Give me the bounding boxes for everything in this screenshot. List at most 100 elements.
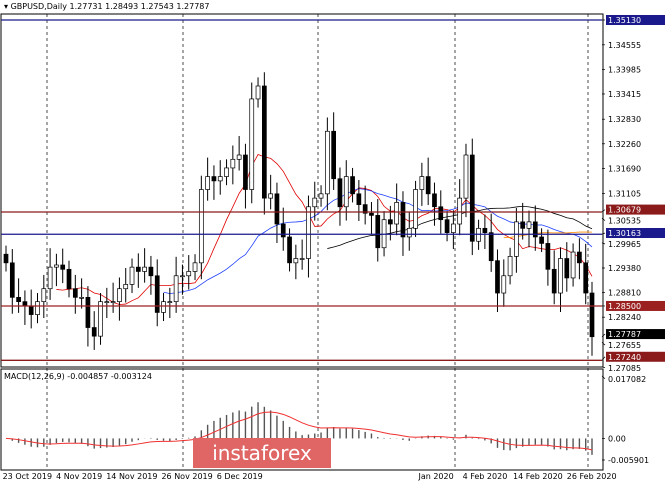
candle-body [577,251,582,264]
macd-label: MACD(12,26,9) -0.004857 -0.003124 [4,372,152,381]
date-label: 4 Feb 2020 [463,472,508,481]
price-tick [601,342,606,346]
candle-body [192,262,198,272]
candle-body [507,256,513,277]
level-price-label: 1.35130 [608,16,641,25]
date-label: 4 Nov 2019 [56,472,102,481]
candle-body [54,264,59,268]
date-label: 23 Oct 2019 [3,472,52,481]
candle-body [142,266,147,272]
candle-body [41,288,47,303]
candle-body [589,292,595,338]
macd-signal-line [5,411,593,451]
candle-body [261,85,267,199]
candle-body [495,260,500,294]
candle-body [444,219,450,233]
price-tick-label: 1.29965 [608,240,641,249]
candle-body [570,251,576,279]
date-label: 26 Feb 2020 [567,472,617,481]
price-tick-label: 1.29380 [608,264,641,273]
level-price-label: 1.28500 [608,302,641,311]
level-price-label: 1.30679 [608,206,641,215]
candle-body [526,221,532,229]
candle-body [249,98,255,190]
price-tick-label: 1.31690 [608,164,641,173]
price-panel-frame [0,13,604,368]
candle-body [463,154,469,199]
candle-body [425,176,431,195]
candle-body [268,193,273,199]
watermark-logo: instaforex [193,438,331,468]
candle-body [224,167,229,177]
date-label: 14 Nov 2019 [106,472,157,481]
candle-body [72,288,78,298]
macd-tick-label: -0.005901 [608,456,649,465]
candle-body [419,176,425,190]
candle-body [117,288,122,303]
price-tick-label: 1.32260 [608,140,641,149]
macd-tick-label: 0.017082 [608,375,646,384]
price-tick [601,356,606,361]
candle-body [123,284,129,290]
candle-body [287,236,292,264]
price-tick [601,232,606,235]
level-price-label: 1.30163 [608,229,641,238]
candle-body [299,258,305,260]
candle-body [306,206,311,259]
candle-body [110,301,116,304]
candle-body [9,262,15,298]
level-price-tag [606,300,665,311]
candle-body [173,275,179,303]
level-price-tag [606,15,665,25]
moving-average-line [56,154,593,305]
price-tick-label: 1.33985 [608,65,641,74]
candle-body [205,176,210,190]
chart-header: ▾ GBPUSD,Daily 1.27731 1.28493 1.27543 1… [4,2,210,11]
current-price-tag [606,329,665,340]
candle-body [551,268,557,294]
candle-body [394,202,400,225]
candle-body [91,327,97,337]
candle-body [161,301,166,313]
candle-body [167,301,173,304]
candle-body [148,266,154,277]
candle-body [35,301,40,315]
macd-panel-frame [0,368,604,471]
timeframe: Daily [46,2,67,11]
candle-body [469,154,475,242]
candle-body [375,215,381,249]
price-tick [601,242,606,245]
candle-body [451,223,456,233]
candle-body [211,176,217,182]
candle-body [501,275,507,294]
date-label: 26 Nov 2019 [161,472,212,481]
candle-body [400,202,406,238]
ohlc-readout: 1.27731 1.28493 1.27543 1.27787 [69,2,210,11]
candle-body [104,301,110,304]
candle-body [356,193,362,205]
candle-body [539,236,544,244]
price-tick-label: 1.30535 [608,217,641,226]
candle-body [66,268,72,290]
date-label: 14 Feb 2020 [513,472,563,481]
candle-body [280,223,286,238]
candle-body [85,296,91,328]
price-tick-label: 1.33415 [608,90,641,99]
candle-body [98,301,103,337]
candle-body [362,204,368,214]
candle-body [406,227,412,238]
candle-body [293,258,299,264]
candle-body [388,219,393,225]
price-tick-label: 1.27085 [608,364,641,373]
level-price-label: 1.27240 [608,353,641,362]
price-tick [601,209,606,213]
candle-body [325,130,330,195]
candle-body [186,271,192,277]
price-tick [601,333,606,337]
price-tick-label: 1.32830 [608,115,641,124]
candle-body [564,258,570,279]
price-tick-label: 1.27655 [608,341,641,350]
price-tick-label: 1.34555 [608,41,641,50]
